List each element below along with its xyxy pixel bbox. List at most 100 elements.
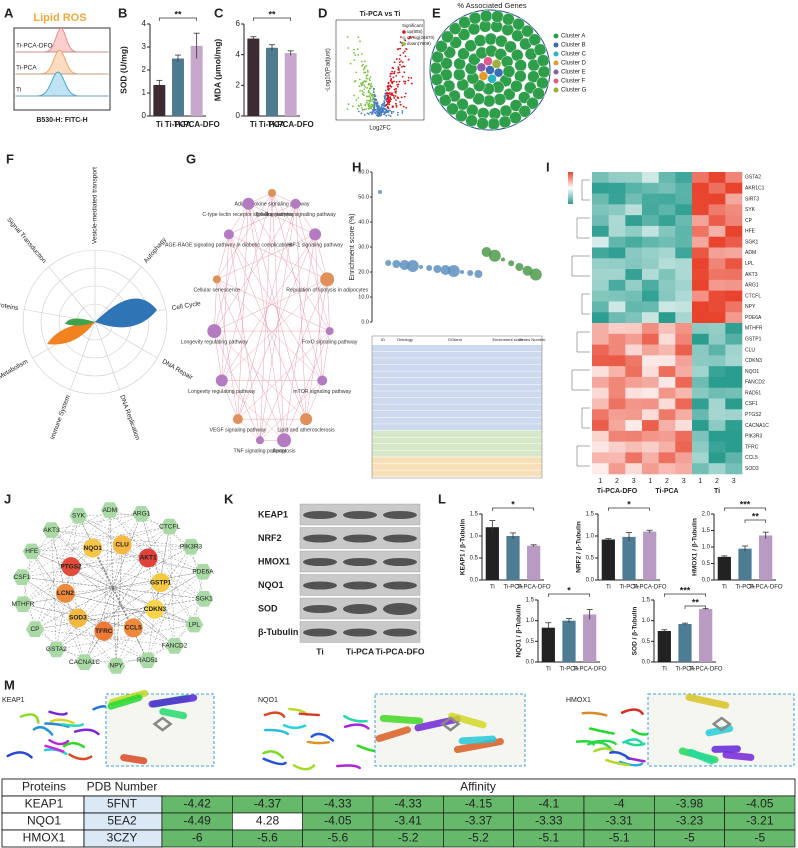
x-tick-label: Ti-PCA [675,667,694,673]
heatmap-cell [592,452,609,464]
network-edge [221,279,328,381]
ribbon [343,714,368,723]
heatmap-cell [608,441,626,453]
volcano-dot [376,101,379,104]
heatmap-cell [675,236,693,248]
y-axis-label: NQO1 / β-Tubulin [516,604,523,657]
y-axis-label: SOD / β-Tubulin [632,607,639,656]
heatmap-cell [725,344,743,356]
blot-band [343,534,377,543]
gene-label: CACNA1C [745,423,769,429]
y-tick-label: 30.0 [358,244,369,250]
y-tick-label: 50.0 [358,194,369,200]
volcano-dot [395,87,398,90]
y-tick-label: 1.0 [470,534,479,540]
table-row [372,437,542,444]
network-edge [147,546,192,661]
histogram-curve [16,71,108,97]
gene-circle [482,94,496,108]
network-edge [259,279,328,441]
heatmap-cell [725,279,743,291]
heatmap-cell [608,204,626,216]
node-label: NPY [110,663,124,670]
blot-band [343,581,377,590]
heatmap-cell [625,258,643,270]
bar [678,623,692,662]
network-edge [84,513,142,663]
network-edge [92,548,134,628]
volcano-dot [398,61,401,64]
table-cell: -5.1 [538,831,559,845]
y-tick-label: 3 [142,42,147,51]
heatmap-cell [658,247,676,259]
table-cell: -4.05 [324,814,352,828]
gene-circle [526,97,539,110]
heatmap-cell [675,290,693,302]
heatmap-cell [642,247,659,259]
x-tick-label: Ti-PCA-DFO [689,667,723,673]
heatmap-cell [692,269,709,281]
network-edge [283,330,330,441]
hub-node [94,621,114,641]
column-label: 1 [648,478,652,485]
heatmap-cell [675,193,693,205]
protein-label: NQO1 [258,580,284,590]
dendrogram [571,369,590,391]
dendrogram [576,217,590,239]
ribbon [306,740,330,745]
ribbon [711,745,741,753]
network-edge [22,604,148,661]
significance-bracket [491,507,535,511]
volcano-dot [393,88,396,91]
plot-frame [335,19,425,121]
heatmap-cell [642,258,659,270]
volcano-dot [380,111,383,114]
y-tick-label: 40.0 [358,219,369,225]
gene-label: AKR1C1 [745,186,765,192]
network-edge [295,203,307,420]
volcano-dot [395,105,398,108]
volcano-dot [368,113,370,115]
volcano-dot [395,58,398,60]
volcano-dot [380,109,383,112]
heatmap-cell [658,301,676,313]
volcano-dot [359,40,361,43]
heatmap-cell [692,172,709,184]
volcano-dot [405,106,408,109]
volcano-dot [403,71,406,74]
volcano-dot [376,107,379,110]
node-label: LCN2 [57,590,74,597]
volcano-dot [395,99,397,102]
blot-band [383,628,417,637]
heatmap-cell [692,387,709,399]
y-tick-label: 1.5 [526,598,535,604]
volcano-dot [360,104,363,107]
panel-label: H [352,159,361,174]
gene-circle [441,30,454,43]
category-label: Autophagy [143,236,169,265]
network-edge [51,529,123,545]
table-row [372,358,542,365]
x-tick-label: Ti-PCA-DFO [268,120,314,129]
bar [506,536,520,580]
heatmap-cell [708,172,726,184]
network-edge [65,582,161,594]
gene-label: SOD3 [745,466,759,472]
network-edge [92,526,170,549]
table-row [372,364,542,371]
heatmap-cell [725,376,743,389]
heatmap-cell [625,409,643,421]
network-edge [65,515,79,594]
gene-node [182,538,201,555]
table-cell: -3.41 [394,814,422,828]
volcano-dot [363,84,365,87]
volcano-dot [387,102,390,104]
volcano-dot [362,91,365,94]
network-edge [237,203,249,420]
petal [47,322,95,345]
volcano-dot [353,94,356,97]
heatmap-cell [725,172,743,184]
column-label: 2 [715,478,719,485]
heatmap-cell [708,269,726,281]
heatmap-cell [675,225,693,238]
